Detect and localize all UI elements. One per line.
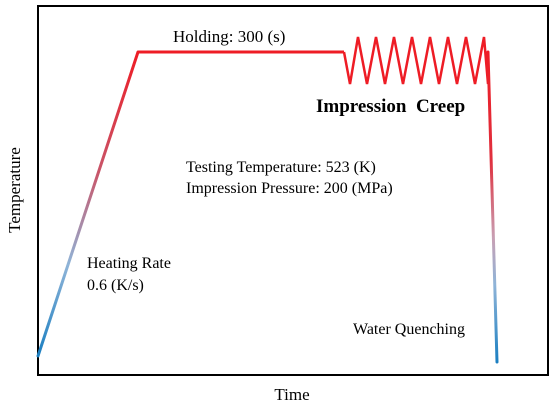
heating-rate-label: Heating Rate	[87, 255, 171, 272]
impression-creep-label: Impression Creep	[316, 96, 465, 117]
water-quenching-label: Water Quenching	[353, 321, 465, 338]
plot-frame	[37, 5, 549, 376]
water-quench-line	[486, 50, 499, 364]
y-axis-label: Temperature	[5, 147, 24, 233]
heating-rate-value: 0.6 (K/s)	[87, 277, 144, 294]
holding-label: Holding: 300 (s)	[173, 27, 285, 46]
heating-ramp-line	[36, 50, 140, 358]
impression-pressure-label: Impression Pressure: 200 (MPa)	[186, 180, 393, 197]
x-axis-label: Time	[274, 385, 309, 404]
impression-creep-zigzag	[342, 36, 490, 85]
testing-temperature-label: Testing Temperature: 523 (K)	[186, 159, 376, 176]
